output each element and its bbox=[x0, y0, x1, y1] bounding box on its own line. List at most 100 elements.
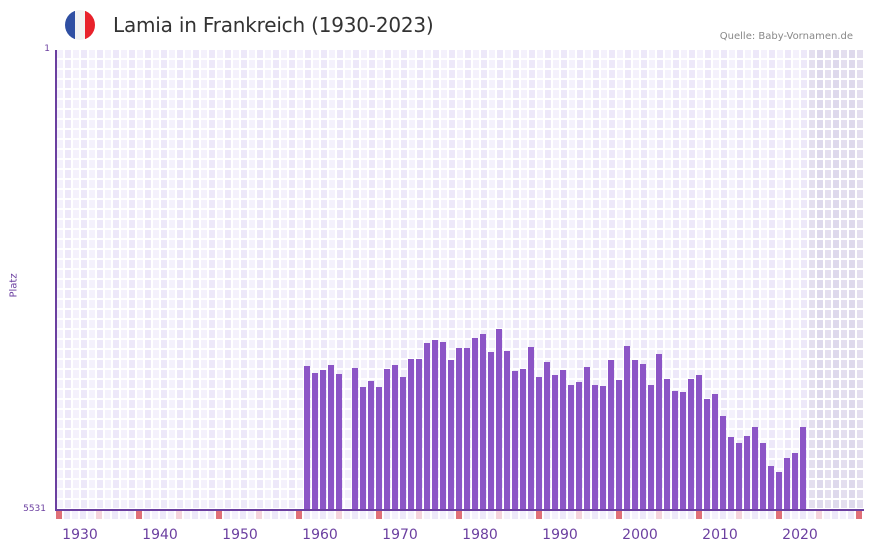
bar-1977[interactable] bbox=[440, 341, 446, 510]
grid-line-horizontal bbox=[56, 88, 864, 90]
bar-2020[interactable] bbox=[784, 457, 790, 510]
grid-column-tint bbox=[416, 50, 424, 510]
bar-2015[interactable] bbox=[744, 435, 750, 510]
bar-1970[interactable] bbox=[384, 369, 390, 510]
bar-1980[interactable] bbox=[464, 347, 470, 510]
year-marker bbox=[272, 511, 278, 519]
grid-column-tint bbox=[448, 50, 456, 510]
grid-line-vertical bbox=[599, 50, 601, 510]
bar-1963[interactable] bbox=[328, 365, 334, 510]
grid-line-horizontal bbox=[56, 218, 864, 220]
bar-1978[interactable] bbox=[448, 360, 454, 510]
bar-2016[interactable] bbox=[752, 426, 758, 510]
bar-1989[interactable] bbox=[536, 377, 542, 510]
bar-2002[interactable] bbox=[640, 364, 646, 510]
bar-1967[interactable] bbox=[360, 386, 366, 510]
year-marker bbox=[584, 511, 590, 519]
bar-2003[interactable] bbox=[648, 384, 654, 510]
bar-1990[interactable] bbox=[544, 362, 550, 510]
bar-2004[interactable] bbox=[656, 353, 662, 510]
grid-line-vertical bbox=[359, 50, 361, 510]
grid-line-vertical bbox=[375, 50, 377, 510]
bar-2013[interactable] bbox=[728, 436, 734, 510]
bar-1997[interactable] bbox=[600, 385, 606, 510]
bar-2014[interactable] bbox=[736, 442, 742, 510]
grid-column-tint bbox=[480, 50, 488, 510]
bar-1969[interactable] bbox=[376, 386, 382, 510]
bar-1962[interactable] bbox=[320, 370, 326, 510]
bar-2008[interactable] bbox=[688, 379, 694, 510]
grid-line-vertical bbox=[151, 50, 153, 510]
bar-1960[interactable] bbox=[304, 366, 310, 510]
year-marker bbox=[568, 511, 574, 519]
year-marker bbox=[408, 511, 414, 519]
bar-1986[interactable] bbox=[512, 371, 518, 510]
bar-1993[interactable] bbox=[568, 384, 574, 510]
bar-1973[interactable] bbox=[408, 359, 414, 510]
year-marker bbox=[768, 511, 774, 519]
year-marker bbox=[776, 511, 782, 519]
bar-1972[interactable] bbox=[400, 377, 406, 510]
grid-column-tint bbox=[176, 50, 184, 510]
bar-2007[interactable] bbox=[680, 391, 686, 510]
bar-2018[interactable] bbox=[768, 466, 774, 510]
bar-2005[interactable] bbox=[664, 379, 670, 510]
year-marker bbox=[120, 511, 126, 519]
bar-1968[interactable] bbox=[368, 380, 374, 510]
bar-1987[interactable] bbox=[520, 369, 526, 510]
bar-2021[interactable] bbox=[792, 452, 798, 510]
grid-line-vertical bbox=[239, 50, 241, 510]
bar-1974[interactable] bbox=[416, 359, 422, 510]
bar-1981[interactable] bbox=[472, 337, 478, 510]
bar-1999[interactable] bbox=[616, 380, 622, 510]
y-axis-bottom-label: 5531 bbox=[23, 504, 46, 514]
bar-1971[interactable] bbox=[392, 365, 398, 510]
grid-column-tint bbox=[544, 50, 552, 510]
bar-1966[interactable] bbox=[352, 368, 358, 510]
bar-1975[interactable] bbox=[424, 342, 430, 510]
year-marker bbox=[192, 511, 198, 519]
bar-2011[interactable] bbox=[712, 393, 718, 510]
grid-column-tint bbox=[144, 50, 152, 510]
y-axis-top-label: 1 bbox=[44, 44, 50, 54]
grid-column-tint bbox=[672, 50, 680, 510]
bar-1979[interactable] bbox=[456, 347, 462, 510]
grid-line-vertical bbox=[207, 50, 209, 510]
bar-2012[interactable] bbox=[720, 416, 726, 510]
grid-column-tint bbox=[832, 50, 840, 510]
bar-1964[interactable] bbox=[336, 374, 342, 510]
bar-2000[interactable] bbox=[624, 345, 630, 510]
bar-2022[interactable] bbox=[800, 426, 806, 510]
bar-1991[interactable] bbox=[552, 375, 558, 510]
bar-2009[interactable] bbox=[696, 375, 702, 510]
year-marker bbox=[744, 511, 750, 519]
year-marker bbox=[248, 511, 254, 519]
year-marker bbox=[472, 511, 478, 519]
bar-2019[interactable] bbox=[776, 472, 782, 510]
bar-2017[interactable] bbox=[760, 442, 766, 510]
bar-1983[interactable] bbox=[488, 351, 494, 510]
bar-2001[interactable] bbox=[632, 360, 638, 510]
grid-column-tint bbox=[528, 50, 536, 510]
grid-column-tint bbox=[624, 50, 632, 510]
bar-1996[interactable] bbox=[592, 384, 598, 510]
grid-line-horizontal bbox=[56, 288, 864, 290]
bar-1976[interactable] bbox=[432, 339, 438, 510]
bar-1985[interactable] bbox=[504, 350, 510, 510]
grid-line-vertical bbox=[791, 50, 793, 510]
bar-1998[interactable] bbox=[608, 360, 614, 510]
bar-1988[interactable] bbox=[528, 346, 534, 510]
bar-1992[interactable] bbox=[560, 370, 566, 510]
grid-line-horizontal bbox=[56, 128, 864, 130]
bar-1982[interactable] bbox=[480, 334, 486, 510]
year-marker bbox=[224, 511, 230, 519]
bar-2010[interactable] bbox=[704, 398, 710, 510]
bar-1995[interactable] bbox=[584, 367, 590, 510]
bar-1961[interactable] bbox=[312, 373, 318, 510]
grid-line-horizontal bbox=[56, 188, 864, 190]
grid-line-vertical bbox=[95, 50, 97, 510]
bar-1984[interactable] bbox=[496, 329, 502, 510]
bar-2006[interactable] bbox=[672, 390, 678, 510]
grid-line-vertical bbox=[735, 50, 737, 510]
bar-1994[interactable] bbox=[576, 381, 582, 510]
